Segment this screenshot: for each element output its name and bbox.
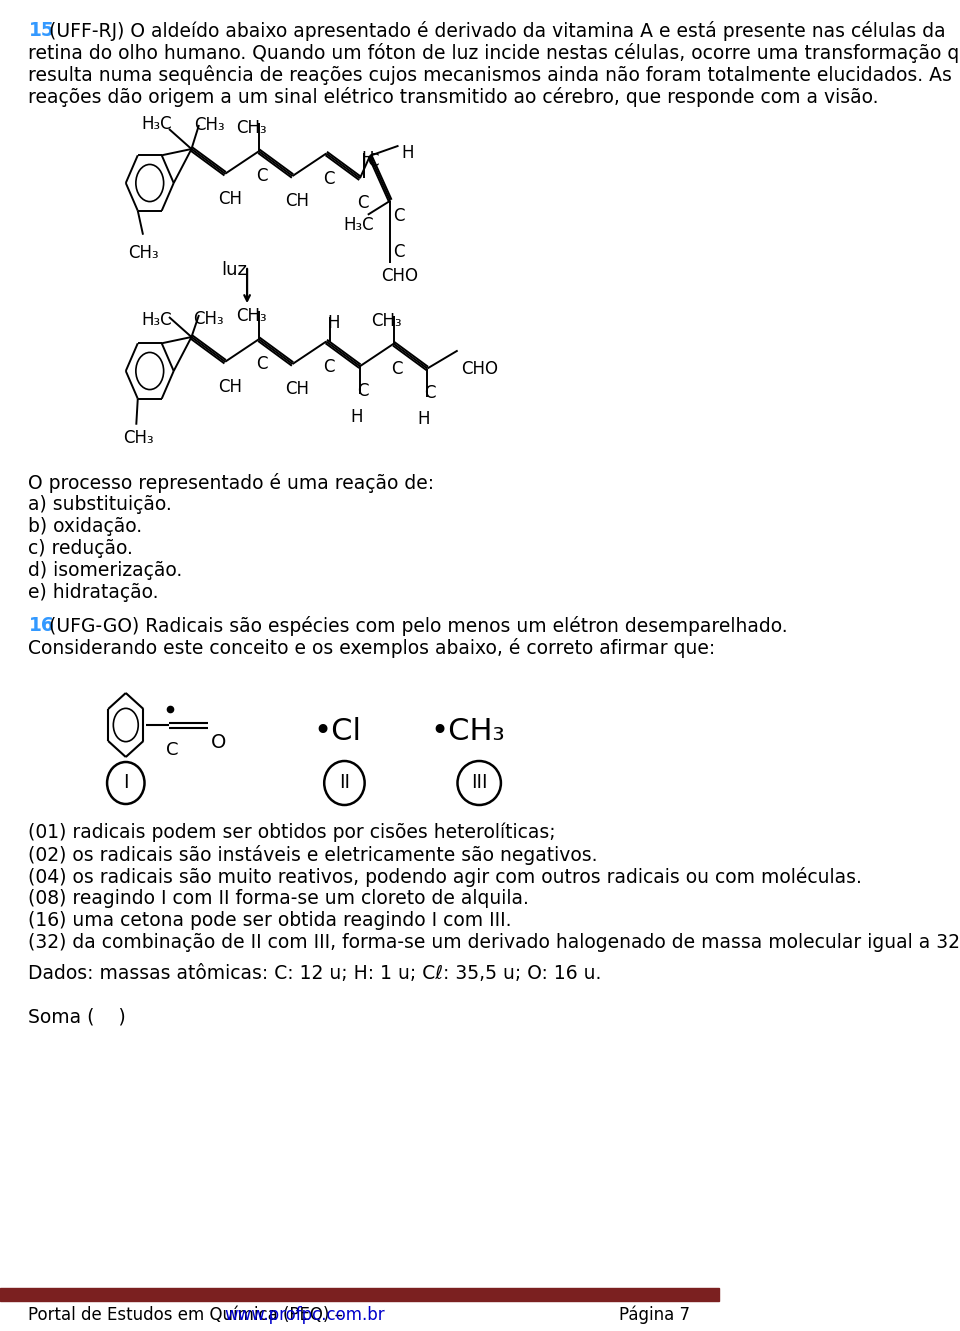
Text: (UFF-RJ) O aldeído abaixo apresentado é derivado da vitamina A e está presente n: (UFF-RJ) O aldeído abaixo apresentado é … xyxy=(42,21,946,41)
Text: C: C xyxy=(357,194,369,212)
Text: CH: CH xyxy=(285,379,309,398)
Text: I: I xyxy=(123,773,129,792)
Text: CHO: CHO xyxy=(462,361,498,378)
Text: (08) reagindo I com II forma-se um cloreto de alquila.: (08) reagindo I com II forma-se um clore… xyxy=(29,889,529,908)
Text: Soma (    ): Soma ( ) xyxy=(29,1008,126,1026)
Text: C: C xyxy=(424,385,436,402)
Text: H₃C: H₃C xyxy=(141,311,172,329)
Text: 16: 16 xyxy=(29,616,55,635)
Text: H₃C: H₃C xyxy=(141,114,172,133)
Text: C: C xyxy=(166,741,179,759)
Text: H: H xyxy=(327,314,340,331)
Bar xyxy=(0,1288,719,1300)
Text: C: C xyxy=(357,382,369,401)
Text: H: H xyxy=(401,144,414,162)
Text: III: III xyxy=(471,773,488,792)
Text: reações dão origem a um sinal elétrico transmitido ao cérebro, que responde com : reações dão origem a um sinal elétrico t… xyxy=(29,87,879,106)
Text: CH₃: CH₃ xyxy=(193,310,224,327)
Text: (16) uma cetona pode ser obtida reagindo I com III.: (16) uma cetona pode ser obtida reagindo… xyxy=(29,910,512,930)
Text: C: C xyxy=(256,355,267,373)
Text: CHO: CHO xyxy=(381,266,419,285)
Text: CH₃: CH₃ xyxy=(123,429,154,447)
Text: (04) os radicais são muito reativos, podendo agir com outros radicais ou com mol: (04) os radicais são muito reativos, pod… xyxy=(29,866,862,886)
Text: H₃C: H₃C xyxy=(344,216,374,234)
Text: C: C xyxy=(394,206,405,225)
Text: H: H xyxy=(350,409,363,426)
Text: Dados: massas atômicas: C: 12 u; H: 1 u; Cℓ: 35,5 u; O: 16 u.: Dados: massas atômicas: C: 12 u; H: 1 u;… xyxy=(29,964,602,982)
Text: www.profpc.com.br: www.profpc.com.br xyxy=(225,1306,385,1324)
Text: •CH₃: •CH₃ xyxy=(431,717,505,745)
Text: retina do olho humano. Quando um fóton de luz incide nestas células, ocorre uma : retina do olho humano. Quando um fóton d… xyxy=(29,43,960,63)
Text: CH₃: CH₃ xyxy=(371,311,401,330)
Text: •Cl: •Cl xyxy=(313,717,361,745)
Text: O: O xyxy=(210,733,226,752)
Text: CH: CH xyxy=(285,192,309,210)
Text: (32) da combinação de II com III, forma-se um derivado halogenado de massa molec: (32) da combinação de II com III, forma-… xyxy=(29,933,960,952)
Text: d) isomerização.: d) isomerização. xyxy=(29,560,182,580)
Text: b) oxidação.: b) oxidação. xyxy=(29,516,143,536)
Text: Página 7: Página 7 xyxy=(619,1306,690,1324)
Text: CH: CH xyxy=(218,190,242,208)
Text: II: II xyxy=(339,773,350,792)
Text: resulta numa sequência de reações cujos mecanismos ainda não foram totalmente el: resulta numa sequência de reações cujos … xyxy=(29,65,952,85)
Text: O processo representado é uma reação de:: O processo representado é uma reação de: xyxy=(29,473,435,492)
Text: C: C xyxy=(394,242,405,261)
Text: CH₃: CH₃ xyxy=(195,116,225,134)
Text: a) substituição.: a) substituição. xyxy=(29,495,172,514)
Text: (02) os radicais são instáveis e eletricamente são negativos.: (02) os radicais são instáveis e eletric… xyxy=(29,845,598,865)
Text: c) redução.: c) redução. xyxy=(29,539,133,558)
Text: CH: CH xyxy=(218,378,242,395)
Text: CH₃: CH₃ xyxy=(128,244,158,262)
Text: Considerando este conceito e os exemplos abaixo, é correto afirmar que:: Considerando este conceito e os exemplos… xyxy=(29,638,716,658)
Text: (UFG-GO) Radicais são espécies com pelo menos um elétron desemparelhado.: (UFG-GO) Radicais são espécies com pelo … xyxy=(42,616,787,636)
Text: C: C xyxy=(391,359,402,378)
Text: C: C xyxy=(256,168,267,185)
Text: C: C xyxy=(324,358,335,375)
Text: H: H xyxy=(361,150,374,168)
Text: luz: luz xyxy=(221,261,247,280)
Text: H: H xyxy=(418,410,430,429)
Text: 15: 15 xyxy=(29,21,55,40)
Text: CH₃: CH₃ xyxy=(236,307,267,325)
Text: Portal de Estudos em Química (PEQ) –: Portal de Estudos em Química (PEQ) – xyxy=(29,1306,348,1324)
Text: C: C xyxy=(367,152,378,170)
Text: C: C xyxy=(324,169,335,188)
Text: e) hidratação.: e) hidratação. xyxy=(29,583,159,602)
Text: (01) radicais podem ser obtidos por cisões heterolíticas;: (01) radicais podem ser obtidos por cisõ… xyxy=(29,823,556,843)
Text: CH₃: CH₃ xyxy=(236,120,267,137)
